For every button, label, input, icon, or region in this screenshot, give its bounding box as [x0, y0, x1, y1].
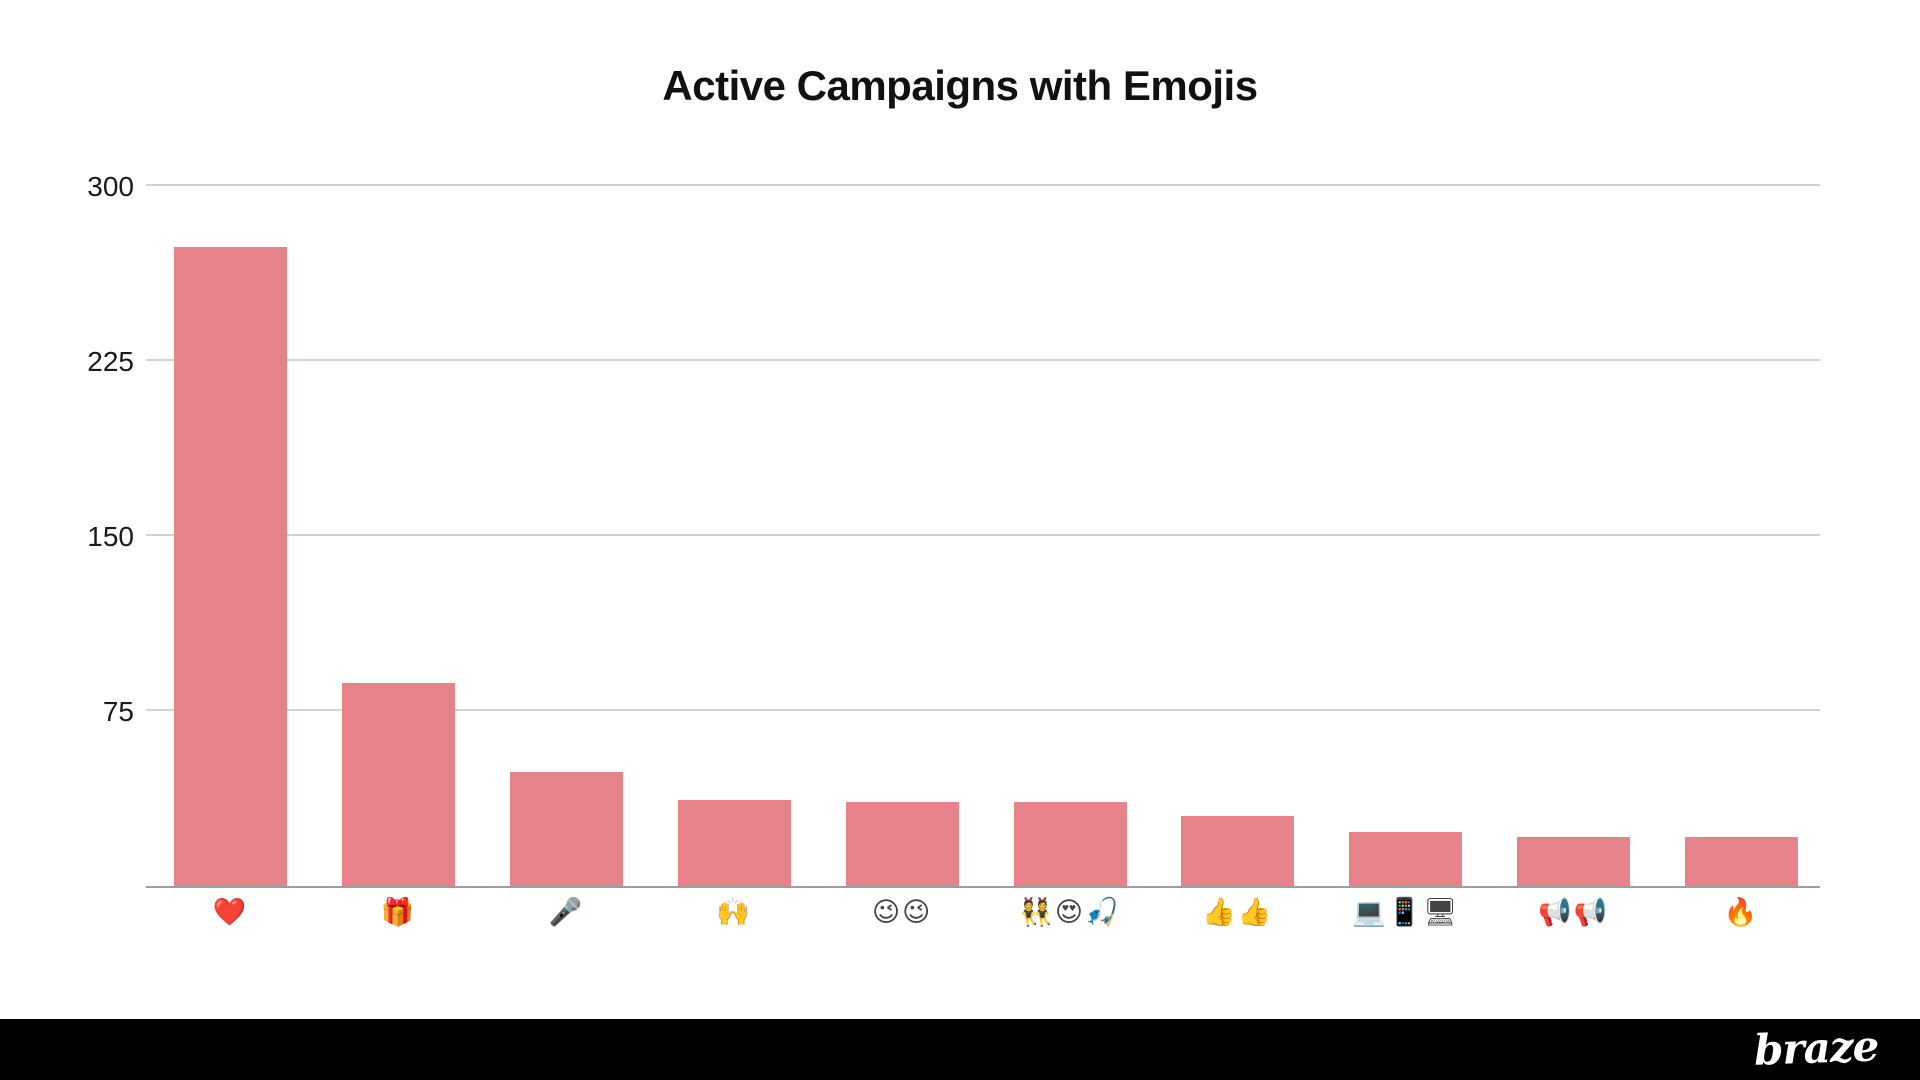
y-tick-label-225: 225 [87, 346, 134, 377]
microphone-icon: 🎤 [548, 897, 585, 928]
bar-double-thumbs-up-icon [1181, 816, 1295, 886]
red-heart-icon: ❤️ [212, 897, 249, 928]
bar-laptop-phone-desktop-icon [1349, 832, 1463, 886]
winking-face-pair-icon: 😉😉 [871, 897, 933, 928]
gridline-150 [146, 534, 1820, 536]
bar-double-loudspeaker-icon [1517, 837, 1631, 886]
double-thumbs-up-icon: 👍👍 [1202, 897, 1274, 928]
bar-winking-face-pair-icon [845, 802, 959, 886]
footer-bar: braze [0, 1019, 1920, 1080]
bar-red-heart-icon [174, 246, 287, 886]
double-loudspeaker-icon: 📢📢 [1538, 897, 1610, 928]
gift-icon: 🎁 [380, 897, 417, 928]
fire-icon: 🔥 [1723, 897, 1760, 928]
dancers-heart-eyes-fishing-icon: 👯😍🎣 [1019, 897, 1121, 928]
bar-microphone-icon [509, 771, 623, 886]
bar-dancers-heart-eyes-fishing-icon [1013, 802, 1127, 886]
plot-area: 300 225 150 75 ❤️ 🎁 🎤 🙌 😉😉 👯😍🎣 👍👍 💻📱🖥 📢📢 🔥 [87, 171, 1820, 928]
laptop-phone-desktop-icon: 💻📱🖥 [1352, 897, 1460, 928]
gridline-75 [146, 709, 1820, 711]
bar-fire-icon [1685, 837, 1799, 886]
chart-title: Active Campaigns with Emojis [662, 62, 1258, 109]
bar-raising-hands-icon [677, 799, 791, 886]
y-tick-label-300: 300 [87, 171, 134, 202]
braze-logo: braze [1752, 1020, 1879, 1075]
gridline-300 [146, 184, 1820, 186]
x-axis-line [146, 886, 1820, 888]
y-tick-label-150: 150 [87, 521, 134, 552]
y-tick-label-75: 75 [102, 696, 134, 727]
raising-hands-icon: 🙌 [716, 897, 752, 928]
gridline-225 [146, 359, 1820, 361]
bar-gift-icon [341, 683, 455, 886]
